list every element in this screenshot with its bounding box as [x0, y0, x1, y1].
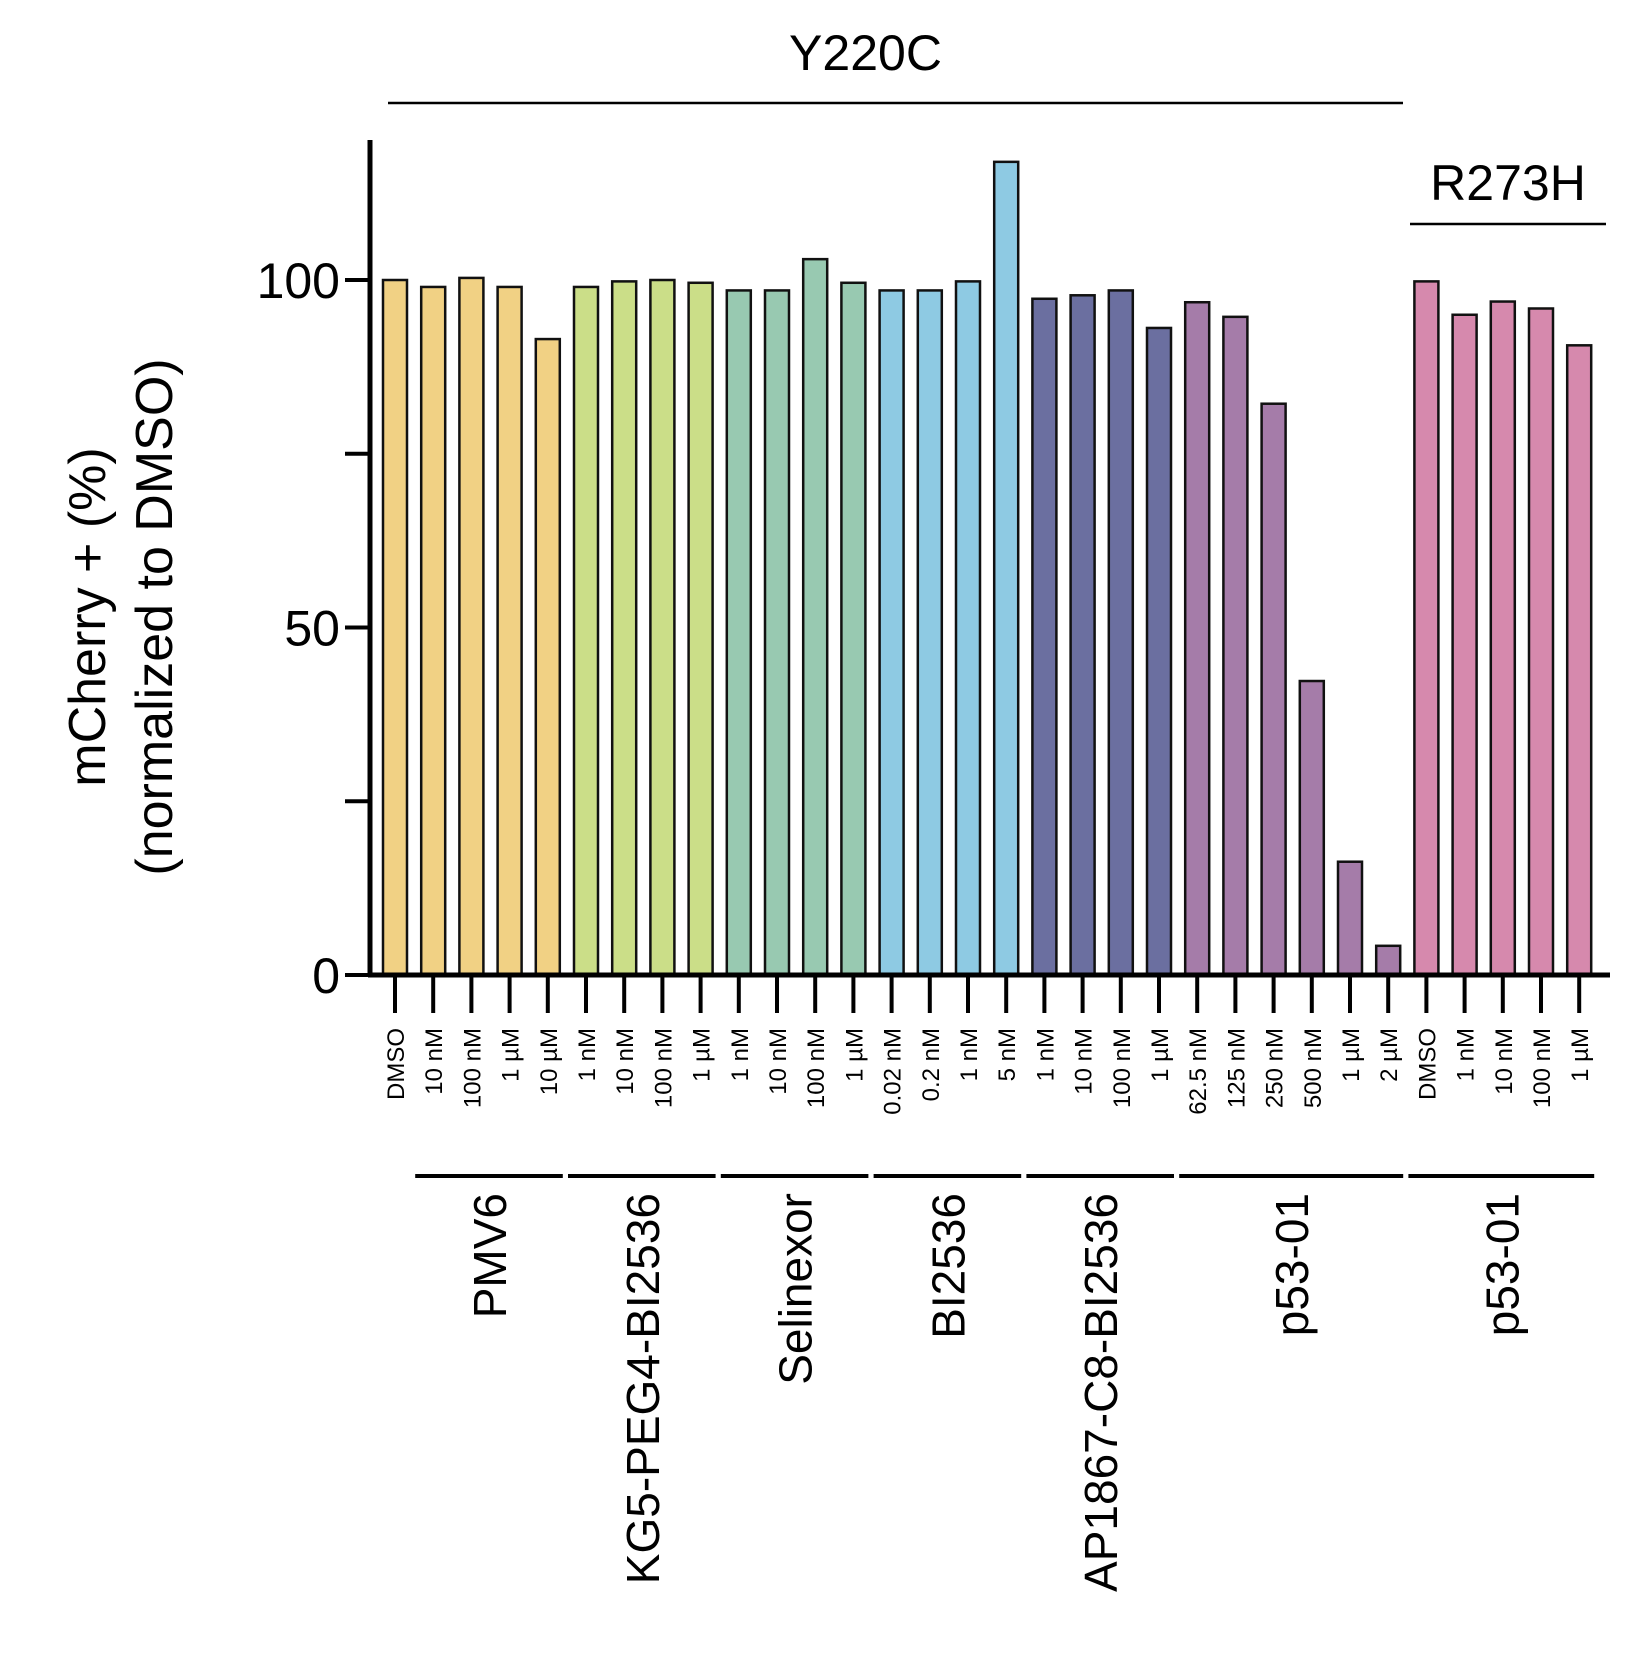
bar — [763, 289, 791, 977]
bar — [840, 281, 867, 977]
x-tick-label: 0.2 nM — [918, 1028, 945, 1101]
bar — [419, 285, 447, 977]
bar — [534, 337, 562, 977]
bar — [1260, 402, 1287, 977]
x-tick-label: 100 nM — [650, 1028, 677, 1108]
bar — [1413, 280, 1440, 977]
x-tick-label: 100 nM — [459, 1028, 486, 1108]
x-tick-label: 10 µM — [536, 1028, 563, 1095]
bar — [992, 160, 1020, 977]
x-tick-label: 10 nM — [612, 1028, 639, 1095]
group-label: KG5-PEG4-BI2536 — [617, 1193, 669, 1584]
x-tick-label: DMSO — [1414, 1028, 1441, 1100]
x-tick-label: 250 nM — [1262, 1028, 1289, 1108]
bar — [1031, 297, 1058, 977]
bar — [381, 278, 409, 977]
bar — [1527, 307, 1555, 977]
top-group-label: R273H — [1430, 155, 1586, 211]
x-tick-label: 1 µM — [1147, 1028, 1174, 1082]
bar — [1183, 300, 1211, 977]
x-tick-label: 10 nM — [421, 1028, 448, 1095]
bar — [610, 280, 638, 977]
x-tick-label: 1 µM — [498, 1028, 525, 1082]
bar — [1451, 313, 1478, 977]
y-tick-label: 50 — [284, 601, 340, 657]
x-tick-label: 5 nM — [994, 1028, 1021, 1081]
x-tick-label: 10 nM — [1491, 1028, 1518, 1095]
x-tick-label: 1 nM — [727, 1028, 754, 1081]
group-label: p53-01 — [1476, 1193, 1528, 1336]
group-label: Selinexor — [770, 1193, 822, 1385]
bar — [916, 289, 944, 977]
y-axis-label-line2: (normalized to DMSO) — [126, 358, 184, 875]
x-tick-label: DMSO — [383, 1028, 410, 1100]
x-tick-label: 1 nM — [1453, 1028, 1480, 1081]
top-group-label: Y220C — [789, 25, 942, 81]
x-tick-label: 1 µM — [689, 1028, 716, 1082]
bars — [381, 160, 1593, 977]
bar — [725, 289, 753, 977]
x-tick-label: 10 nM — [1071, 1028, 1098, 1095]
x-tick-label: 1 µM — [1567, 1028, 1594, 1082]
x-tick-label: 1 nM — [956, 1028, 983, 1081]
y-tick-label: 100 — [257, 253, 340, 309]
compound-groups: PMV6 KG5-PEG4-BI2536 Selinexor BI2536 AP1867… — [415, 1174, 1595, 1592]
x-tick-label: 0.02 nM — [880, 1028, 907, 1115]
bar — [1069, 294, 1096, 977]
bar — [649, 278, 676, 977]
bar — [1222, 315, 1249, 977]
bar — [572, 285, 600, 977]
top-group-annotations: Y220C R273H — [388, 25, 1606, 226]
bar — [1374, 944, 1402, 977]
bar — [496, 285, 523, 977]
bar — [801, 257, 829, 977]
bar — [687, 281, 714, 977]
y-tick-label: 0 — [312, 948, 340, 1004]
group-label: PMV6 — [464, 1193, 516, 1318]
x-tick-label: 100 nM — [1109, 1028, 1136, 1108]
x-tick-label: 1 nM — [574, 1028, 601, 1081]
bar — [954, 280, 982, 977]
group-label: AP1867-C8-BI2536 — [1075, 1193, 1127, 1592]
x-tick-label: 125 nM — [1223, 1028, 1250, 1108]
x-tick-label: 2 µM — [1376, 1028, 1403, 1082]
y-axis: 0 50 100 — [257, 140, 373, 1004]
x-tick-label: 1 nM — [1032, 1028, 1059, 1081]
bar — [878, 289, 905, 977]
bar — [1298, 679, 1326, 977]
x-tick-label: 500 nM — [1300, 1028, 1327, 1108]
x-tick-label: 100 nM — [803, 1028, 830, 1108]
group-label: p53-01 — [1266, 1193, 1318, 1336]
x-tick-label: 100 nM — [1529, 1028, 1556, 1108]
x-axis: DMSO 10 nM 100 nM 1 µM 10 µM 1 nM 10 nM 100 nM 1… — [368, 972, 1610, 1115]
x-tick-label: 10 nM — [765, 1028, 792, 1095]
y-axis-label-line1: mCherry + (%) — [59, 447, 117, 786]
group-label: BI2536 — [922, 1193, 974, 1339]
bar — [1107, 289, 1135, 977]
bar — [1565, 344, 1593, 977]
x-tick-label: 1 µM — [1338, 1028, 1365, 1082]
x-tick-label: 1 µM — [841, 1028, 868, 1082]
bar — [1489, 300, 1517, 977]
bar — [1336, 860, 1364, 977]
bar — [1145, 326, 1173, 977]
x-tick-label: 62.5 nM — [1185, 1028, 1212, 1115]
bar — [458, 276, 485, 977]
